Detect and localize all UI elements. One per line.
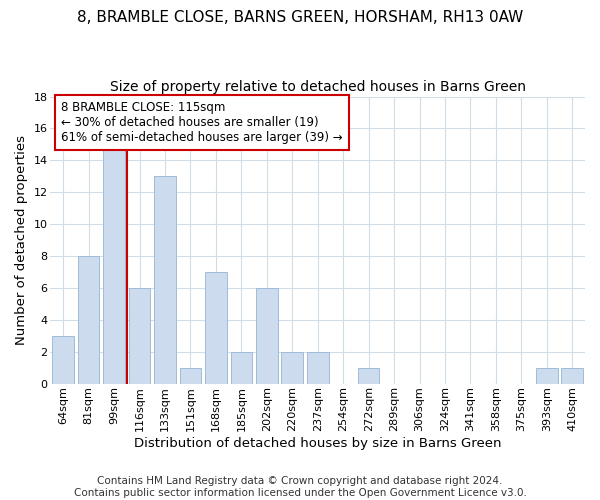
Bar: [536, 368, 557, 384]
Text: 8, BRAMBLE CLOSE, BARNS GREEN, HORSHAM, RH13 0AW: 8, BRAMBLE CLOSE, BARNS GREEN, HORSHAM, …: [77, 10, 523, 25]
Bar: [179, 368, 201, 384]
Bar: [78, 256, 100, 384]
X-axis label: Distribution of detached houses by size in Barns Green: Distribution of detached houses by size …: [134, 437, 502, 450]
Bar: [230, 352, 252, 384]
Bar: [562, 368, 583, 384]
Bar: [129, 288, 151, 384]
Title: Size of property relative to detached houses in Barns Green: Size of property relative to detached ho…: [110, 80, 526, 94]
Bar: [256, 288, 278, 384]
Bar: [281, 352, 303, 384]
Bar: [52, 336, 74, 384]
Bar: [358, 368, 379, 384]
Text: 8 BRAMBLE CLOSE: 115sqm
← 30% of detached houses are smaller (19)
61% of semi-de: 8 BRAMBLE CLOSE: 115sqm ← 30% of detache…: [61, 101, 343, 144]
Bar: [307, 352, 329, 384]
Text: Contains HM Land Registry data © Crown copyright and database right 2024.
Contai: Contains HM Land Registry data © Crown c…: [74, 476, 526, 498]
Y-axis label: Number of detached properties: Number of detached properties: [15, 135, 28, 345]
Bar: [205, 272, 227, 384]
Bar: [103, 144, 125, 384]
Bar: [154, 176, 176, 384]
